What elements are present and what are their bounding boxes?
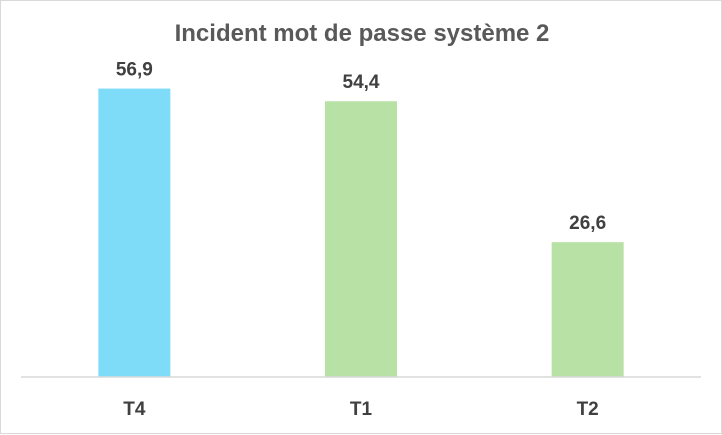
chart-title: Incident mot de passe système 2 [175, 20, 550, 47]
bar-t4 [98, 88, 171, 377]
bar-t1 [325, 101, 397, 377]
data-labels-group: 56,9 54,4 26,6 [116, 60, 606, 235]
x-tick-label-t4: T4 [123, 399, 146, 420]
bars-group [98, 88, 624, 377]
data-label-t1: 54,4 [343, 72, 380, 93]
bar-t2 [551, 242, 624, 377]
x-tick-label-t2: T2 [577, 399, 599, 420]
x-tick-labels-group: T4 T1 T2 [123, 399, 599, 420]
data-label-t2: 26,6 [569, 213, 606, 234]
x-tick-label-t1: T1 [350, 399, 373, 420]
data-label-t4: 56,9 [116, 60, 153, 81]
